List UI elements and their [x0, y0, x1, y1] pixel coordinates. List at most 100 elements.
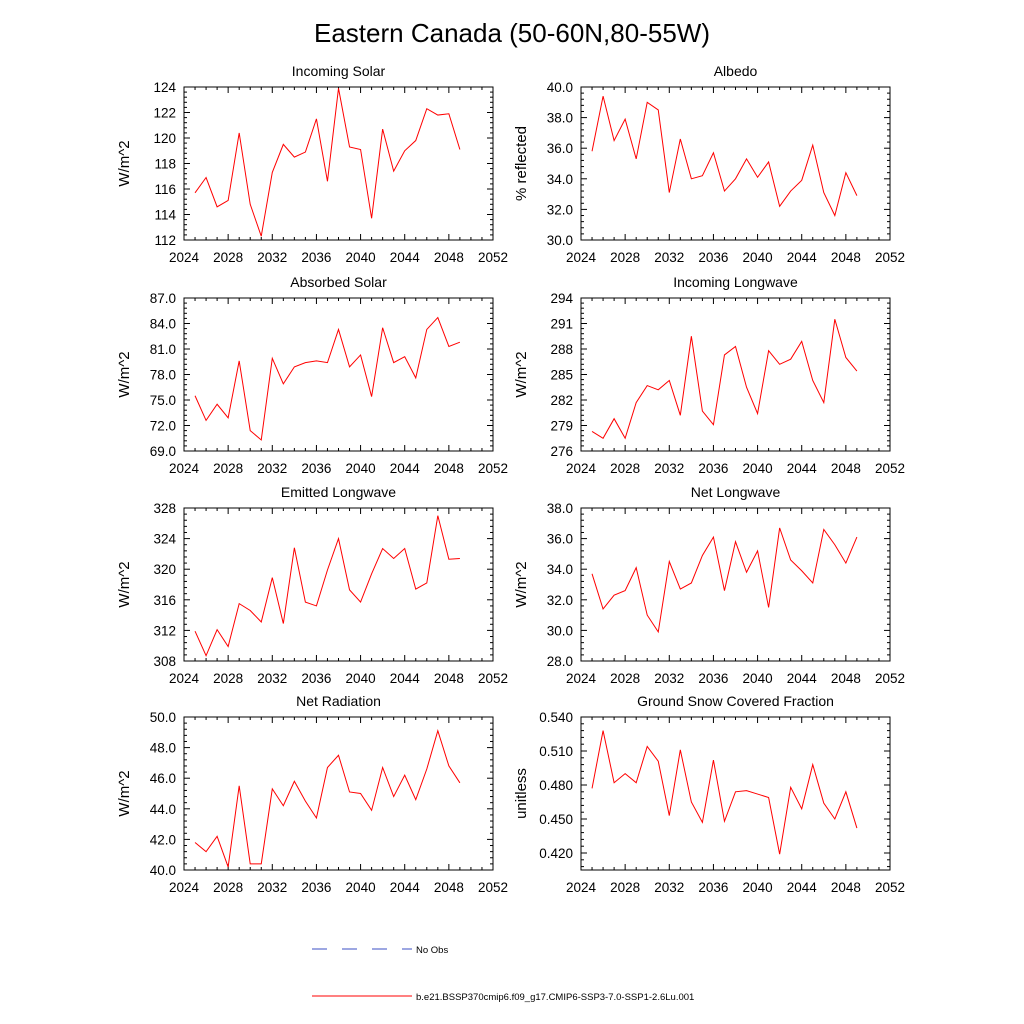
plot-frame [580, 716, 891, 871]
y-tick-label: 32.0 [547, 593, 573, 608]
y-tick-label: 46.0 [150, 771, 176, 786]
chart-panel: Incoming Longwave W/m^2 2024 2028 2032 2036 20… [513, 274, 905, 476]
x-tick-label: 2052 [875, 461, 905, 476]
x-tick-label: 2024 [169, 880, 200, 895]
y-tick-label: 328 [153, 501, 176, 516]
chart-panel: Emitted Longwave W/m^2 2024 2028 2032 2036 204… [116, 484, 508, 686]
plot-frame [183, 716, 494, 871]
x-tick-label: 2032 [257, 671, 287, 686]
y-tick-label: 48.0 [150, 741, 176, 756]
y-tick-label: 38.0 [547, 111, 573, 126]
x-tick-label: 2036 [301, 250, 331, 265]
plot-frame [580, 507, 891, 662]
x-tick-label: 2052 [875, 880, 905, 895]
y-tick-label: 34.0 [547, 562, 573, 577]
x-tick-label: 2040 [743, 461, 773, 476]
plot-frame [580, 86, 891, 241]
y-axis-label: W/m^2 [513, 351, 530, 397]
chart-panel: Albedo % reflected 2024 2028 2032 2036 2040 204… [513, 63, 905, 265]
y-tick-label: 36.0 [547, 532, 573, 547]
y-tick-label: 69.0 [150, 444, 176, 459]
y-tick-label: 40.0 [150, 863, 176, 878]
figure-title: Eastern Canada (50-60N,80-55W) [314, 18, 710, 48]
x-tick-label: 2040 [346, 880, 376, 895]
x-tick-label: 2048 [831, 880, 861, 895]
x-tick-label: 2024 [566, 250, 597, 265]
series-line [194, 729, 461, 868]
x-tick-label: 2036 [301, 461, 331, 476]
x-tick-label: 2028 [610, 880, 640, 895]
x-tick-label: 2040 [743, 250, 773, 265]
x-tick-label: 2048 [831, 250, 861, 265]
y-tick-label: 124 [153, 80, 176, 95]
y-tick-label: 279 [550, 419, 573, 434]
y-tick-label: 72.0 [150, 419, 176, 434]
x-tick-label: 2052 [875, 250, 905, 265]
y-tick-label: 0.420 [539, 846, 573, 861]
x-tick-label: 2044 [787, 880, 818, 895]
y-tick-label: 42.0 [150, 832, 176, 847]
x-tick-label: 2028 [610, 461, 640, 476]
x-tick-label: 2044 [787, 461, 818, 476]
y-axis-label: W/m^2 [116, 351, 133, 397]
x-tick-label: 2052 [875, 671, 905, 686]
series-line [194, 88, 461, 237]
x-tick-label: 2024 [169, 671, 200, 686]
x-tick-label: 2052 [478, 250, 508, 265]
x-tick-label: 2024 [169, 461, 200, 476]
y-tick-label: 81.0 [150, 342, 176, 357]
panel-title: Absorbed Solar [290, 274, 387, 290]
y-tick-label: 308 [153, 654, 176, 669]
legend-label-obs: No Obs [416, 945, 448, 956]
x-tick-label: 2040 [346, 461, 376, 476]
y-tick-label: 32.0 [547, 202, 573, 217]
y-tick-label: 28.0 [547, 654, 573, 669]
x-tick-label: 2048 [434, 461, 464, 476]
legend: No Obs b.e21.BSSP370cmip6.f09_g17.CMIP6-S… [312, 945, 694, 1003]
y-tick-label: 116 [154, 182, 176, 197]
x-tick-label: 2032 [257, 250, 287, 265]
y-tick-label: 122 [153, 106, 176, 121]
y-tick-label: 294 [550, 291, 573, 306]
x-tick-label: 2048 [434, 880, 464, 895]
y-tick-label: 316 [153, 593, 176, 608]
y-tick-label: 84.0 [150, 317, 176, 332]
x-tick-label: 2028 [213, 250, 243, 265]
y-tick-label: 112 [154, 233, 176, 248]
x-tick-label: 2028 [213, 880, 243, 895]
x-tick-label: 2024 [169, 250, 200, 265]
y-tick-label: 114 [154, 208, 176, 223]
x-tick-label: 2028 [213, 671, 243, 686]
y-tick-label: 50.0 [150, 710, 176, 725]
chart-panel: Net Radiation W/m^2 2024 2028 2032 2036 2040 20… [116, 693, 508, 895]
series-line [591, 527, 858, 634]
chart-panel: Net Longwave W/m^2 2024 2028 2032 2036 2040 204… [513, 484, 905, 686]
y-tick-label: 40.0 [547, 80, 573, 95]
y-tick-label: 78.0 [150, 368, 176, 383]
x-tick-label: 2032 [257, 461, 287, 476]
panel-title: Incoming Longwave [673, 274, 798, 290]
x-tick-label: 2040 [743, 671, 773, 686]
y-tick-label: 30.0 [547, 233, 573, 248]
x-tick-label: 2032 [654, 671, 684, 686]
x-tick-label: 2032 [654, 250, 684, 265]
x-tick-label: 2036 [698, 880, 728, 895]
plot-frame [183, 297, 494, 452]
x-tick-label: 2048 [831, 671, 861, 686]
plot-frame [183, 86, 494, 241]
x-tick-label: 2048 [434, 671, 464, 686]
y-tick-label: 0.480 [539, 778, 573, 793]
x-tick-label: 2044 [787, 671, 818, 686]
x-tick-label: 2028 [610, 250, 640, 265]
x-tick-label: 2048 [831, 461, 861, 476]
y-tick-label: 282 [550, 393, 573, 408]
x-tick-label: 2036 [301, 880, 331, 895]
y-axis-label: W/m^2 [116, 561, 133, 607]
y-axis-label: W/m^2 [116, 140, 133, 186]
panel-title: Albedo [714, 63, 758, 79]
y-tick-label: 36.0 [547, 141, 573, 156]
y-tick-label: 87.0 [150, 291, 176, 306]
y-tick-label: 291 [550, 317, 573, 332]
